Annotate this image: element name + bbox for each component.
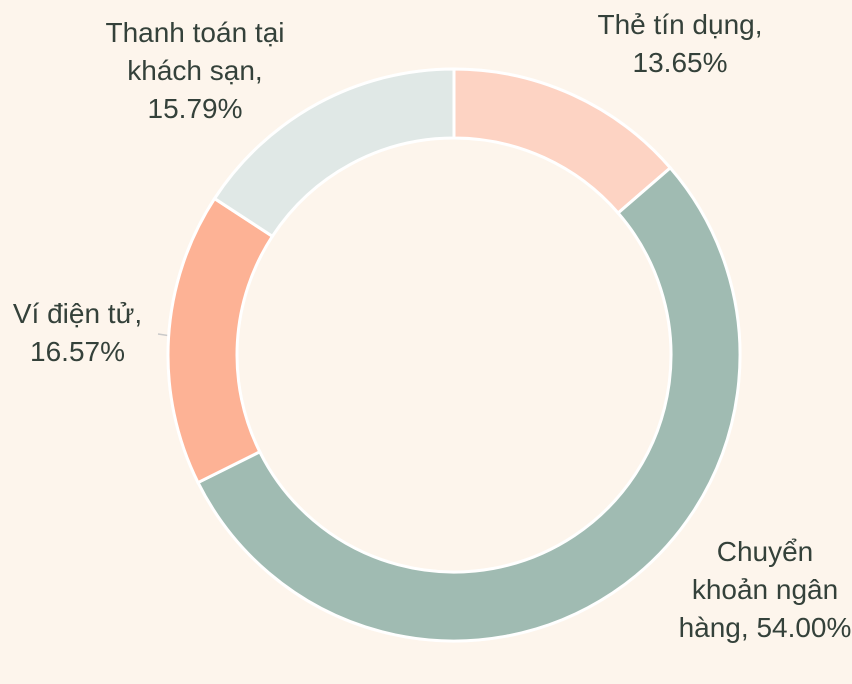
donut-segment [196,165,742,643]
category-label: Ví điện tử, [12,298,143,329]
donut-segment [166,196,275,485]
donut-segment [212,67,456,239]
category-label: Chuyển khoản ngân hàng, [678,536,839,643]
data-label: Thanh toán tại khách sạn, 15.79% [105,14,285,128]
donut-segment [452,67,673,216]
value-label: 16.57% [30,336,125,367]
value-label: 13.65% [632,47,728,78]
value-label: 15.79% [147,93,243,124]
value-label: 54.00% [756,612,852,643]
category-label: Thanh toán tại khách sạn, [105,17,285,86]
data-label: Thẻ tín dụng, 13.65% [585,6,775,82]
category-label: Thẻ tín dụng, [597,9,763,40]
data-label: Chuyển khoản ngân hàng, 54.00% [675,533,852,647]
data-label: Ví điện tử, 16.57% [5,295,150,371]
